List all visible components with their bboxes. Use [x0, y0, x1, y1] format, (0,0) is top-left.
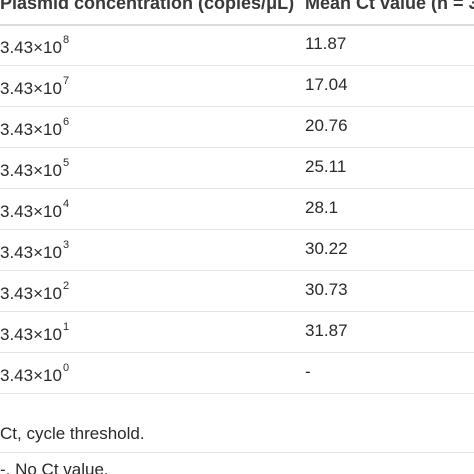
concentration-exponent: 5 — [62, 157, 70, 169]
concentration-base: 3.43×10 — [0, 366, 62, 385]
mean-ct-cell: 28.1 — [305, 198, 339, 217]
concentration-exponent: 7 — [62, 75, 70, 87]
concentration-cell: 3.43×105 — [0, 157, 69, 181]
mean-ct-cell: 20.76 — [305, 116, 348, 135]
concentration-cell: 3.43×106 — [0, 116, 69, 140]
mean-ct-cell: 31.87 — [305, 321, 348, 340]
concentration-base: 3.43×10 — [0, 284, 62, 303]
concentration-base: 3.43×10 — [0, 325, 62, 344]
mean-ct-cell: 30.73 — [305, 280, 348, 299]
concentration-cell: 3.43×104 — [0, 198, 69, 222]
header-mean-ct: Mean Ct value (n = 3) — [305, 0, 474, 13]
footnote-abbreviation: Ct, cycle threshold. — [0, 424, 145, 443]
table-header: Plasmid concentration (copies/μL) Mean C… — [0, 0, 474, 26]
concentration-base: 3.43×10 — [0, 202, 62, 221]
table-row: 3.43×101 31.87 — [0, 311, 474, 353]
concentration-cell: 3.43×107 — [0, 75, 69, 99]
concentration-exponent: 8 — [62, 34, 70, 46]
table-row: 3.43×108 11.87 — [0, 24, 474, 66]
concentration-base: 3.43×10 — [0, 38, 62, 57]
table-row: 3.43×107 17.04 — [0, 65, 474, 107]
table-row: 3.43×104 28.1 — [0, 188, 474, 230]
concentration-exponent: 3 — [62, 239, 70, 251]
table-row: 3.43×103 30.22 — [0, 229, 474, 271]
concentration-base: 3.43×10 — [0, 243, 62, 262]
concentration-exponent: 0 — [62, 362, 70, 374]
concentration-exponent: 2 — [62, 280, 70, 292]
mean-ct-cell: 11.87 — [305, 34, 347, 53]
concentration-exponent: 6 — [62, 116, 70, 128]
mean-ct-cell: 30.22 — [305, 239, 348, 258]
concentration-cell: 3.43×102 — [0, 280, 69, 304]
table-row: 3.43×100 - — [0, 352, 474, 394]
table-row: 3.43×106 20.76 — [0, 106, 474, 148]
concentration-cell: 3.43×101 — [0, 321, 69, 345]
mean-ct-cell: 17.04 — [305, 75, 348, 94]
concentration-base: 3.43×10 — [0, 79, 62, 98]
concentration-cell: 3.43×103 — [0, 239, 69, 263]
concentration-base: 3.43×10 — [0, 120, 62, 139]
footnote-no-ct: -, No Ct value. — [0, 460, 109, 474]
concentration-exponent: 4 — [62, 198, 70, 210]
mean-ct-cell: 25.11 — [305, 157, 347, 176]
concentration-exponent: 1 — [62, 321, 70, 333]
mean-ct-cell: - — [305, 362, 311, 381]
header-concentration: Plasmid concentration (copies/μL) — [0, 0, 295, 13]
table-row: 3.43×102 30.73 — [0, 270, 474, 312]
footnote-divider — [0, 452, 474, 453]
concentration-cell: 3.43×100 — [0, 362, 69, 386]
concentration-base: 3.43×10 — [0, 161, 62, 180]
table-row: 3.43×105 25.11 — [0, 147, 474, 189]
concentration-cell: 3.43×108 — [0, 34, 69, 58]
